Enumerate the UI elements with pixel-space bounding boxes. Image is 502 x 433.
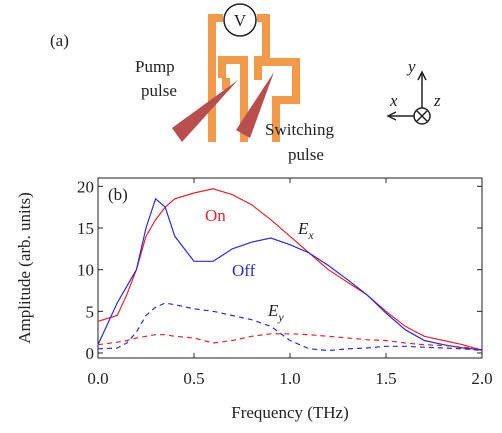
axis-label: y: [406, 57, 416, 76]
axis-label: x: [389, 91, 398, 110]
x-axis-label: Frequency (THz): [231, 403, 349, 422]
component-annotation: Ey: [267, 301, 284, 324]
x-tick-label: 1.0: [279, 369, 300, 388]
pump-label: pulse: [141, 81, 177, 100]
series-line: [97, 333, 483, 350]
y-tick-label: 15: [77, 219, 94, 238]
x-tick-label: 1.5: [375, 369, 396, 388]
x-tick-label: 0.0: [87, 369, 108, 388]
wire: [218, 56, 248, 142]
y-tick-label: 0: [86, 344, 95, 363]
annotation-symbol: E: [297, 219, 309, 238]
series-line: [97, 197, 483, 351]
voltmeter-label: V: [234, 11, 247, 30]
arrowhead: [386, 111, 397, 121]
wire: [208, 14, 223, 142]
series-annotation: Off: [232, 261, 256, 280]
x-tick-label: 0.5: [183, 369, 204, 388]
annotation-subscript: x: [307, 228, 314, 242]
axes-icon: [386, 70, 431, 125]
switching-label: Switching: [265, 120, 334, 139]
z-axis: [413, 107, 431, 125]
axis-label: z: [433, 91, 441, 110]
y-axis-label: Amplitude (arb. units): [15, 192, 34, 344]
arrowhead: [417, 70, 427, 81]
plot-frame: [97, 177, 483, 359]
pump-label: Pump: [135, 57, 175, 76]
wire: [254, 58, 300, 142]
x-tick-label: 2.0: [471, 369, 492, 388]
pump-beam: [172, 80, 238, 142]
y-tick-label: 10: [77, 261, 94, 280]
voltmeter: [223, 3, 257, 37]
switching-beam: [236, 72, 274, 138]
y-tick-label: 5: [86, 302, 95, 321]
component-annotation: Ex: [297, 219, 314, 242]
cross: [415, 109, 429, 123]
panel-label: (a): [50, 31, 69, 50]
series-line: [97, 302, 483, 352]
panel-label: (b): [108, 185, 128, 204]
series-line: [97, 188, 483, 352]
switching-label: pulse: [288, 145, 324, 164]
annotation-subscript: y: [277, 310, 284, 324]
series-annotation: On: [205, 206, 226, 225]
annotation-symbol: E: [267, 301, 279, 320]
y-tick-label: 20: [77, 177, 94, 196]
